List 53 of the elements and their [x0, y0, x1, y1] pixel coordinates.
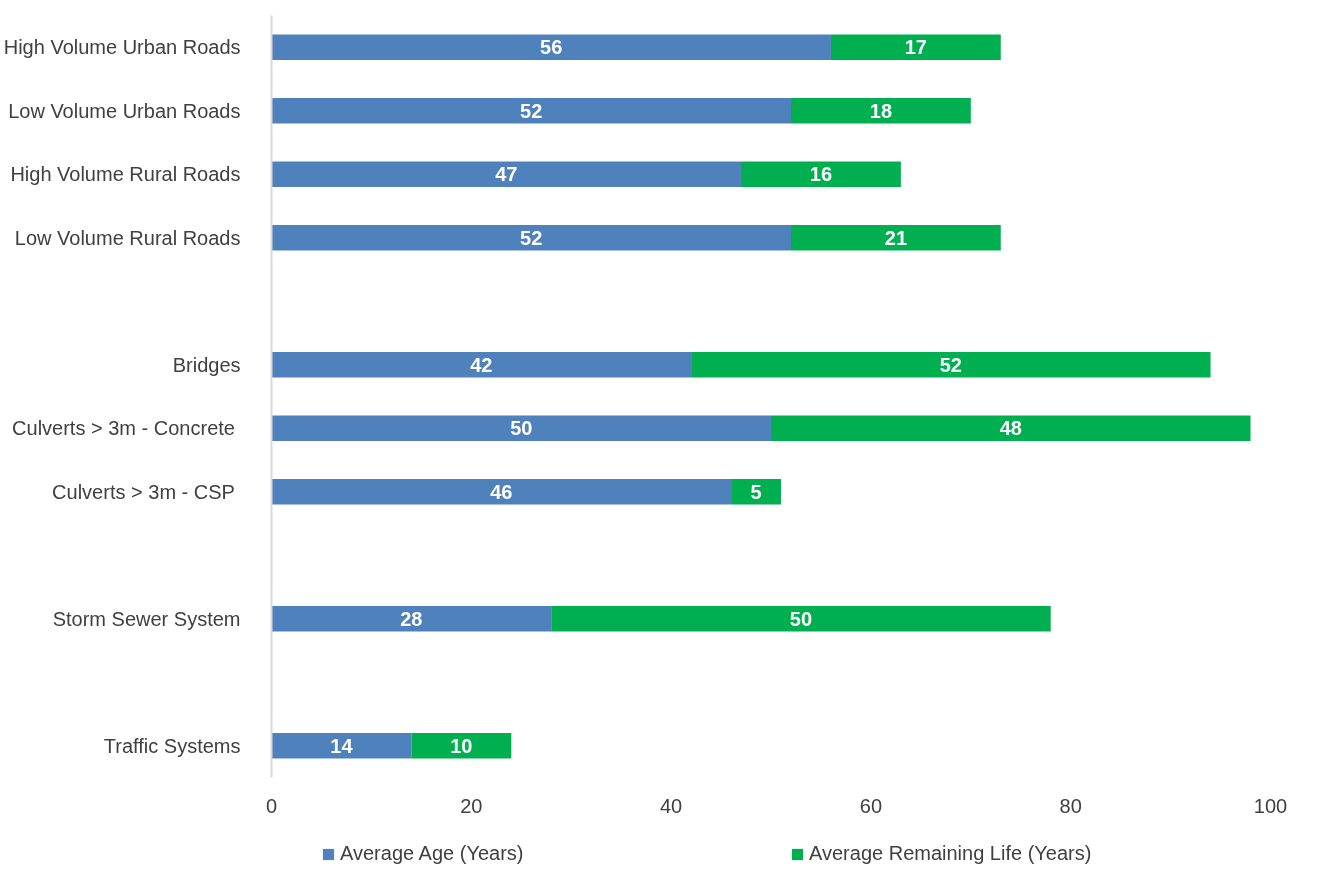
bar: [790, 225, 1001, 251]
data-label: 18: [869, 99, 893, 122]
data-label: 50: [510, 417, 533, 440]
legend-label: Average Age (Years): [340, 842, 525, 865]
x-tick-label: 40: [659, 794, 683, 817]
bar: [271, 606, 552, 632]
data-label: 48: [999, 417, 1022, 440]
bar: [691, 352, 1211, 378]
data-label: 52: [939, 353, 962, 376]
bar: [271, 161, 742, 187]
x-tick-label: 60: [859, 794, 883, 817]
data-label: 47: [495, 163, 518, 186]
bar: [551, 606, 1051, 632]
data-label: 17: [904, 36, 927, 59]
data-label: 14: [330, 734, 354, 757]
bar: [790, 98, 971, 124]
data-label: 56: [540, 36, 563, 59]
x-tick-label: 80: [1059, 794, 1082, 817]
data-label: 5: [750, 480, 762, 503]
y-tick-label: Low Volume Rural Roads: [14, 226, 241, 249]
bar: [271, 415, 771, 441]
data-label: 52: [520, 99, 543, 122]
y-tick-label: High Volume Urban Roads: [3, 36, 241, 59]
y-tick-label: Culverts > 3m - Concrete: [12, 417, 235, 440]
y-tick-label: Traffic Systems: [103, 734, 241, 757]
bar: [731, 479, 781, 505]
y-tick-label: Culverts > 3m - CSP: [52, 480, 235, 503]
y-tick-label: High Volume Rural Roads: [10, 163, 241, 186]
data-label: 52: [520, 226, 543, 249]
bar: [771, 415, 1251, 441]
data-label: 16: [809, 163, 833, 186]
bar: [271, 98, 791, 124]
x-tick-label: 0: [265, 794, 278, 817]
bar: [830, 34, 1001, 60]
x-tick-label: 100: [1253, 794, 1288, 817]
data-label: 50: [789, 607, 813, 630]
data-label: 46: [490, 480, 513, 503]
legend-label: Average Remaining Life (Years): [809, 842, 1093, 865]
bar: [741, 161, 901, 187]
bar: [411, 733, 512, 759]
data-label: 21: [884, 226, 907, 249]
bar: [271, 34, 831, 60]
y-tick-label: Low Volume Urban Roads: [8, 99, 241, 122]
bar: [271, 733, 412, 759]
bar: [271, 225, 791, 251]
y-tick-label: Bridges: [172, 353, 241, 376]
data-label: 28: [400, 607, 423, 630]
bar: [271, 479, 732, 505]
x-tick-label: 20: [460, 794, 483, 817]
y-tick-label: Storm Sewer System: [52, 607, 241, 630]
data-label: 42: [470, 353, 493, 376]
bar: [271, 352, 692, 378]
data-label: 10: [450, 734, 473, 757]
